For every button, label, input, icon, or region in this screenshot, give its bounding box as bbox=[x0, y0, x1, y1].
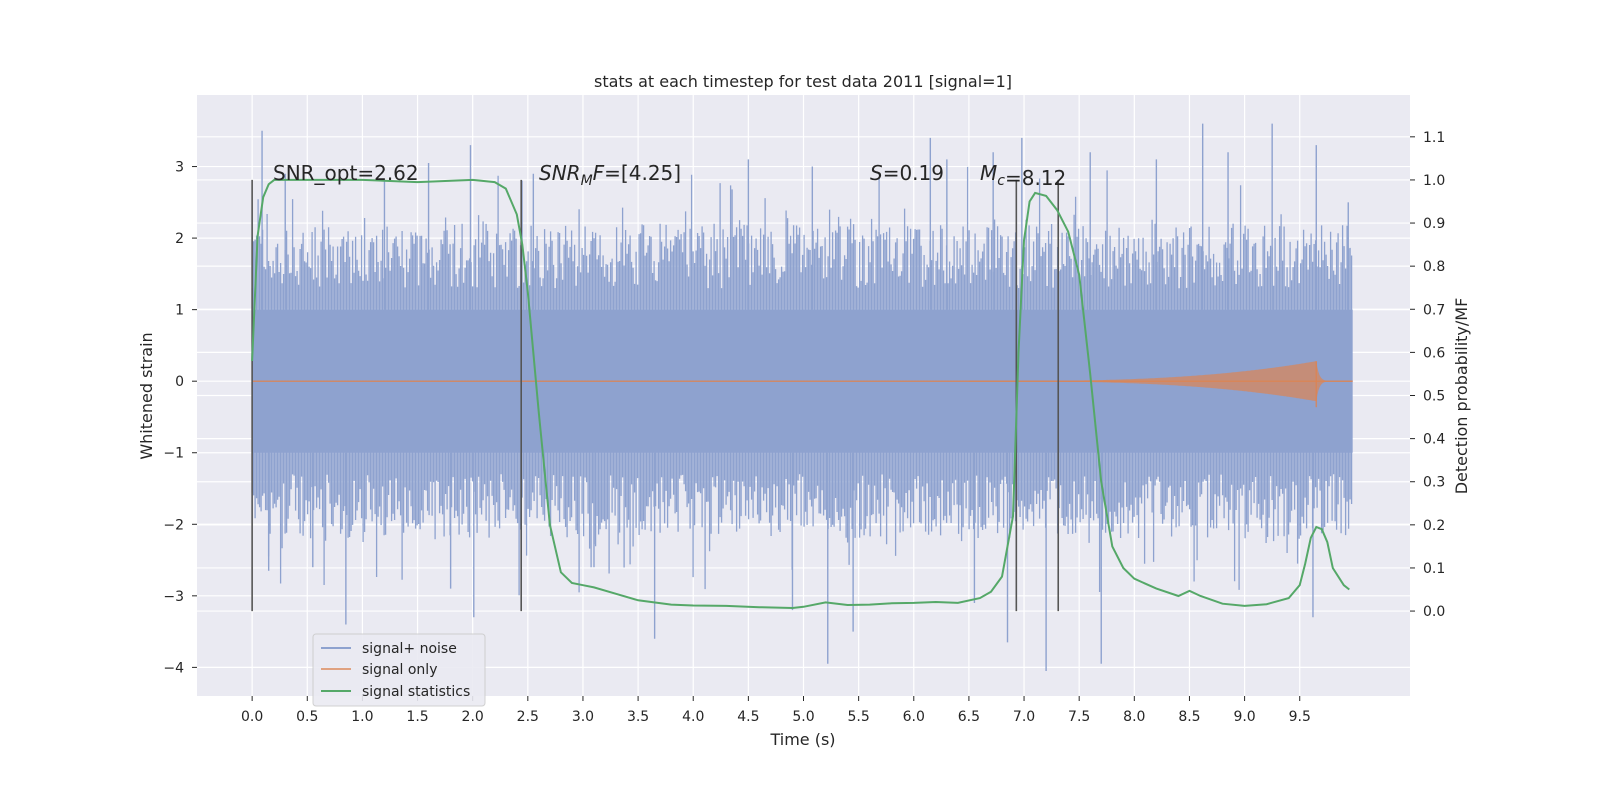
annotation-value: =0.19 bbox=[883, 161, 944, 185]
x-tick-label: 0.0 bbox=[241, 709, 263, 725]
annotation-suffix: F bbox=[593, 161, 605, 185]
x-tick-label: 9.0 bbox=[1233, 709, 1255, 725]
right-y-tick-label: 1.1 bbox=[1423, 130, 1445, 146]
x-tick-label: 6.5 bbox=[958, 709, 980, 725]
legend-label-signal: signal only bbox=[362, 662, 437, 678]
right-y-tick-labels: 1.1 1.0 0.9 0.8 0.7 0.6 0.5 0.4 0.3 0.2 0.1 0.0 bbox=[1410, 130, 1445, 620]
signal-statistics-series bbox=[251, 178, 1350, 610]
annotation-value: =[4.25] bbox=[604, 161, 681, 185]
y-tick-label: −3 bbox=[163, 589, 184, 605]
stats-line bbox=[251, 178, 1350, 610]
y-tick-labels: 3 2 1 0 −1 −2 −3 −4 bbox=[163, 160, 197, 676]
signal-only-series bbox=[252, 361, 1353, 408]
y-tick-label: −1 bbox=[163, 446, 184, 462]
legend: signal+ noise signal only signal statist… bbox=[312, 633, 486, 707]
annotation-value: 2.62 bbox=[374, 161, 419, 185]
x-tick-label: 7.0 bbox=[1013, 709, 1035, 725]
right-y-axis-label: Detection probability/MF bbox=[1452, 298, 1471, 495]
x-tick-label: 2.5 bbox=[517, 709, 539, 725]
right-y-tick-label: 0.9 bbox=[1423, 216, 1445, 232]
x-tick-label: 3.0 bbox=[572, 709, 594, 725]
x-tick-label: 8.0 bbox=[1123, 709, 1145, 725]
annotation-subscript: c bbox=[997, 173, 1005, 189]
right-y-tick-label: 0.1 bbox=[1423, 561, 1445, 577]
x-tick-label: 8.5 bbox=[1178, 709, 1200, 725]
annotation-4: Mc=8.12 bbox=[980, 161, 1066, 190]
x-tick-labels: 0.0 0.5 1.0 1.5 2.0 2.5 3.0 3.5 4.0 4.5 5.0 5.5 6.0 6… bbox=[241, 696, 1311, 725]
annotation-value: =8.12 bbox=[1005, 166, 1066, 190]
x-tick-label: 4.0 bbox=[682, 709, 704, 725]
annotation-1: SNR_opt=2.62 bbox=[273, 161, 419, 185]
y-tick-label: −4 bbox=[163, 660, 184, 676]
x-tick-label: 9.5 bbox=[1289, 709, 1311, 725]
x-tick-label: 3.5 bbox=[627, 709, 649, 725]
right-y-tick-label: 0.4 bbox=[1423, 432, 1445, 448]
x-tick-label: 0.5 bbox=[296, 709, 318, 725]
legend-label-stats: signal statistics bbox=[362, 684, 470, 700]
right-y-tick-label: 0.6 bbox=[1423, 345, 1445, 361]
x-tick-label: 6.0 bbox=[903, 709, 925, 725]
right-y-tick-label: 0.5 bbox=[1423, 389, 1445, 405]
annotation-2: SNRMF=[4.25] bbox=[539, 161, 681, 189]
legend-box bbox=[312, 633, 486, 707]
x-tick-label: 5.0 bbox=[792, 709, 814, 725]
annotation-symbol: SNR_opt= bbox=[273, 161, 374, 185]
x-tick-label: 1.0 bbox=[351, 709, 373, 725]
annotation-symbol: M bbox=[980, 161, 997, 185]
annotation-3: S=0.19 bbox=[870, 161, 944, 185]
y-tick-label: 3 bbox=[175, 160, 184, 176]
y-tick-label: −2 bbox=[163, 517, 184, 533]
right-y-tick-label: 0.2 bbox=[1423, 518, 1445, 534]
x-tick-label: 4.5 bbox=[737, 709, 759, 725]
marker-vertical-lines bbox=[251, 179, 1060, 612]
y-axis-label: Whitened strain bbox=[137, 332, 156, 459]
chart-title: stats at each timestep for test data 201… bbox=[594, 72, 1012, 91]
right-y-tick-label: 0.8 bbox=[1423, 259, 1445, 275]
right-y-tick-label: 0.0 bbox=[1423, 604, 1445, 620]
y-tick-label: 2 bbox=[175, 231, 184, 247]
right-y-tick-label: 0.7 bbox=[1423, 302, 1445, 318]
signal-envelope bbox=[968, 361, 1353, 402]
annotation-subscript: M bbox=[581, 173, 593, 189]
legend-label-noise: signal+ noise bbox=[362, 641, 457, 657]
annotation-symbol: SNR bbox=[539, 161, 581, 185]
x-tick-label: 5.5 bbox=[848, 709, 870, 725]
right-y-tick-label: 1.0 bbox=[1423, 173, 1445, 189]
annotation-symbol: S bbox=[870, 161, 883, 185]
x-tick-label: 2.0 bbox=[462, 709, 484, 725]
x-axis-label: Time (s) bbox=[769, 730, 835, 749]
annotations: SNR_opt=2.62 SNRMF=[4.25] S=0.19 Mc=8.12 bbox=[273, 161, 1066, 190]
y-tick-label: 1 bbox=[175, 303, 184, 319]
right-y-tick-label: 0.3 bbox=[1423, 475, 1445, 491]
y-tick-label: 0 bbox=[175, 374, 184, 390]
x-tick-label: 7.5 bbox=[1068, 709, 1090, 725]
x-tick-label: 1.5 bbox=[406, 709, 428, 725]
